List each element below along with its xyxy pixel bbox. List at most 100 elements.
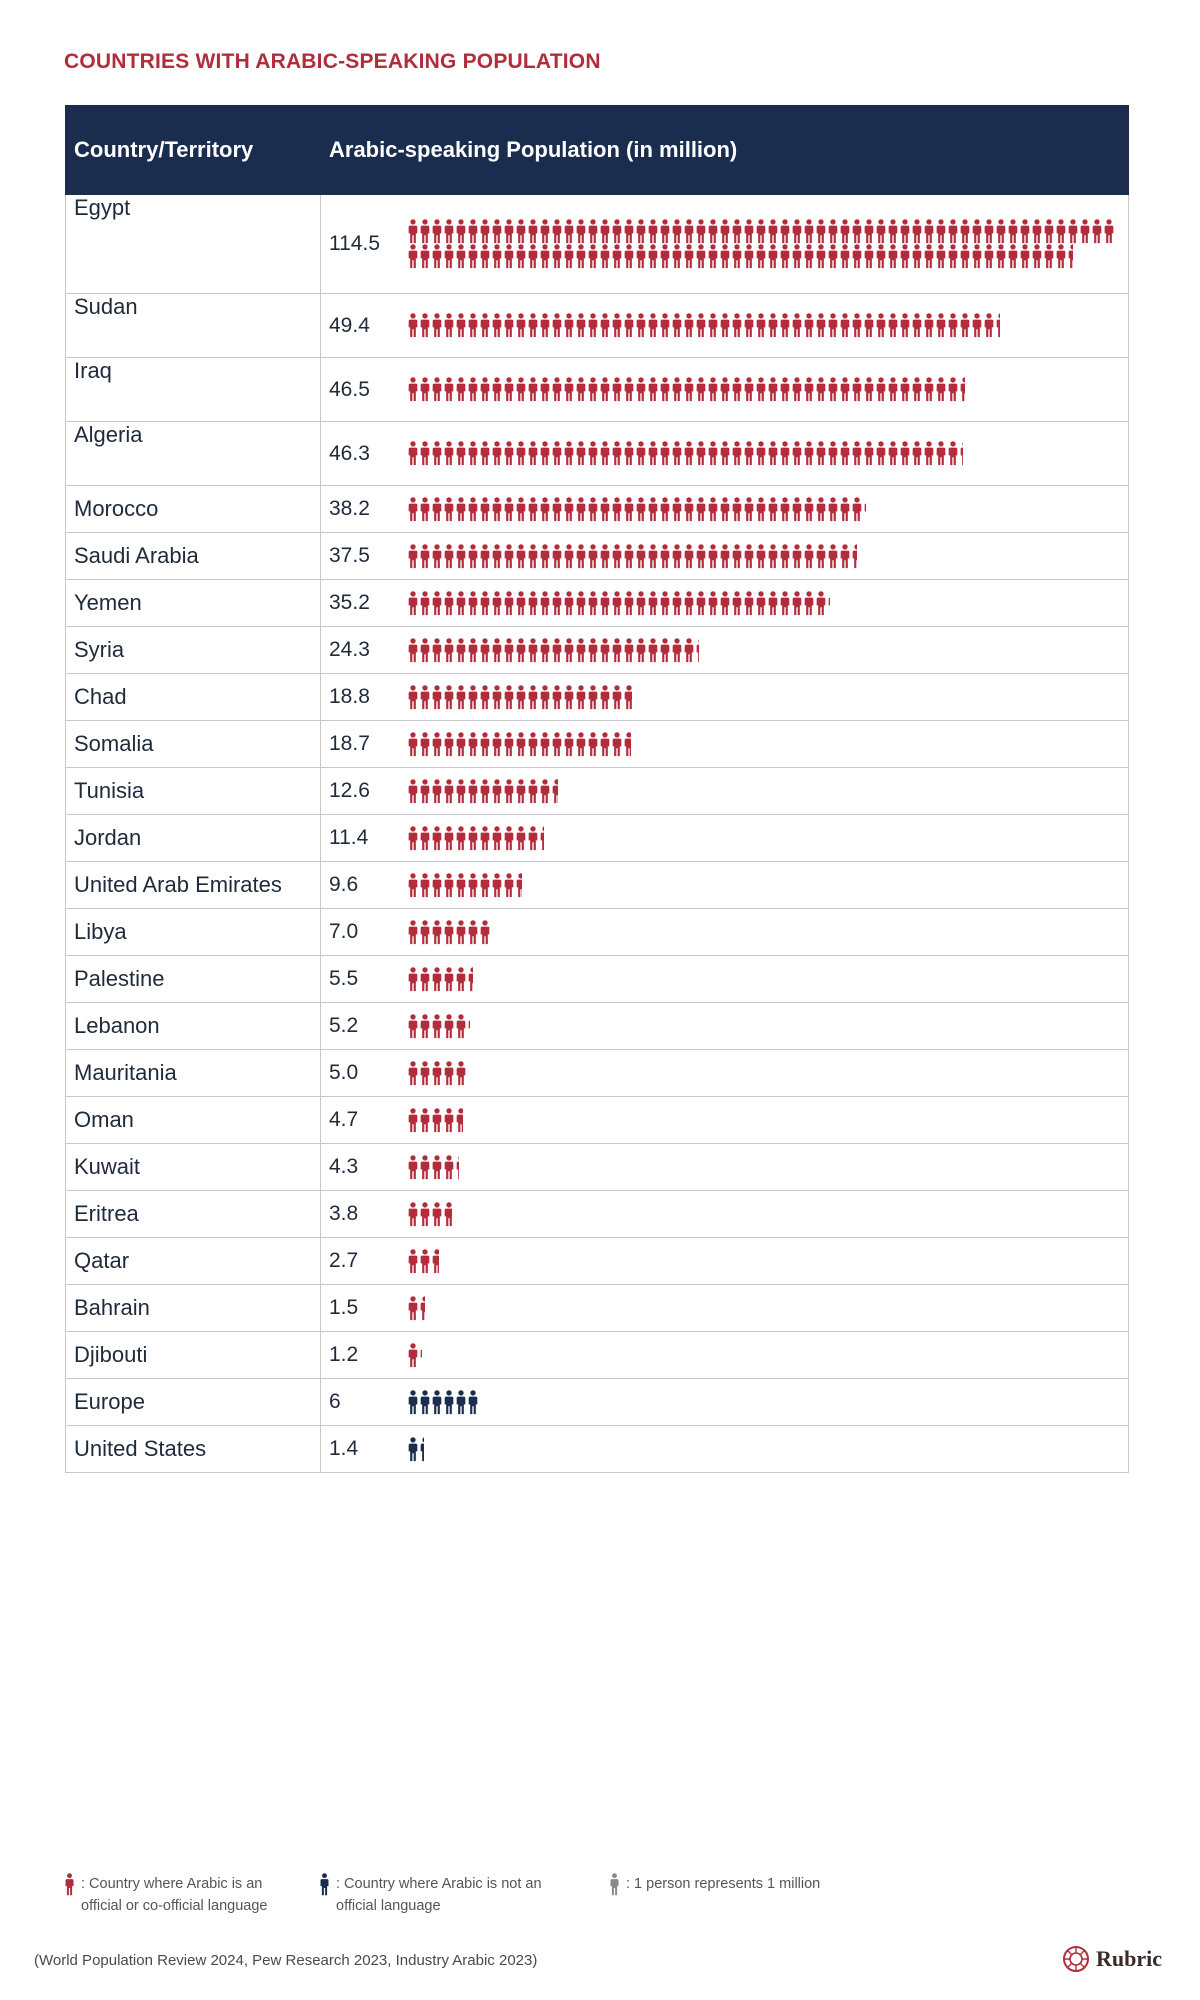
- person-icon-row: [407, 219, 1120, 269]
- person-icon: [408, 637, 418, 662]
- person-icon: [996, 244, 1006, 269]
- person-icon: [516, 496, 526, 521]
- person-icon-row: [407, 825, 1120, 851]
- person-icon-row: [407, 1060, 1120, 1086]
- column-header-country: Country/Territory: [65, 105, 321, 195]
- person-icon: [444, 377, 454, 402]
- person-icon-row: [407, 1201, 1120, 1227]
- person-icon-row: [407, 1248, 1120, 1274]
- person-icon: [852, 441, 862, 466]
- person-icon: [456, 731, 466, 756]
- population-cell: 5.0: [320, 1049, 1129, 1097]
- person-icon: [468, 441, 478, 466]
- person-icon-row: [407, 1342, 1120, 1368]
- person-icon: [672, 543, 682, 568]
- person-icon: [672, 244, 682, 269]
- person-icon: [972, 313, 982, 338]
- population-value: 5.2: [329, 1014, 359, 1037]
- person-icon: [408, 966, 418, 991]
- person-icon: [468, 684, 478, 709]
- person-icon: [900, 377, 910, 402]
- person-icon: [408, 590, 418, 615]
- person-icon: [828, 543, 838, 568]
- person-icon: [624, 637, 634, 662]
- person-icon-partial: [420, 1349, 423, 1357]
- person-icon: [792, 590, 802, 615]
- person-icon: [576, 377, 586, 402]
- person-icon: [720, 377, 730, 402]
- population-cell: 2.7: [320, 1237, 1129, 1285]
- person-icon: [528, 825, 538, 850]
- person-icon: [480, 219, 490, 244]
- person-icon: [420, 1013, 430, 1038]
- person-icon: [480, 919, 490, 944]
- person-icon: [444, 825, 454, 850]
- person-icon: [708, 313, 718, 338]
- table-header-row: Country/Territory Arabic-speaking Popula…: [65, 105, 1129, 195]
- person-icon: [1068, 219, 1078, 244]
- person-icon: [756, 441, 766, 466]
- person-icon: [708, 543, 718, 568]
- person-icon: [420, 919, 430, 944]
- person-icon: [432, 919, 442, 944]
- person-icon: [612, 637, 622, 662]
- person-icon: [936, 313, 946, 338]
- person-icon: [432, 1107, 442, 1132]
- table-row: Tunisia 12.6: [65, 767, 1129, 815]
- person-icon: [468, 731, 478, 756]
- person-icon: [408, 1013, 418, 1038]
- person-icon-row: [407, 1107, 1120, 1133]
- person-icon: [588, 496, 598, 521]
- person-icon: [588, 543, 598, 568]
- person-icon: [1080, 219, 1090, 244]
- person-icon: [648, 496, 658, 521]
- brand: Rubric: [1062, 1945, 1162, 1973]
- person-icon: [492, 731, 502, 756]
- person-icon: [588, 731, 598, 756]
- person-icon: [900, 219, 910, 244]
- person-icon: [456, 966, 466, 991]
- country-name: Yemen: [65, 579, 321, 627]
- person-icon-row: [407, 731, 1120, 757]
- person-icon-partial: [420, 1436, 425, 1461]
- population-value: 1.2: [329, 1343, 359, 1366]
- person-icon: [804, 244, 814, 269]
- legend-text-not-official: : Country where Arabic is not an officia…: [336, 1876, 542, 1914]
- person-icon: [852, 496, 862, 521]
- person-icon-row: [407, 543, 1120, 569]
- population-cell: 4.3: [320, 1143, 1129, 1191]
- person-icon: [876, 441, 886, 466]
- person-icon: [528, 313, 538, 338]
- person-icon: [432, 966, 442, 991]
- person-icon-partial: [624, 731, 631, 756]
- table-row: Algeria 46.3: [65, 421, 1129, 486]
- population-cell: 18.7: [320, 720, 1129, 768]
- person-icon: [444, 1389, 454, 1414]
- person-icon: [924, 377, 934, 402]
- person-icon: [480, 590, 490, 615]
- person-icon: [744, 244, 754, 269]
- person-icon: [912, 441, 922, 466]
- population-value: 3.8: [329, 1202, 359, 1225]
- person-icon: [456, 441, 466, 466]
- person-icon: [468, 872, 478, 897]
- person-icon: [648, 219, 658, 244]
- person-icon: [576, 219, 586, 244]
- person-icon: [552, 441, 562, 466]
- person-icon: [840, 543, 850, 568]
- person-icon: [408, 244, 418, 269]
- country-name: United States: [65, 1425, 321, 1473]
- person-icon: [1044, 244, 1054, 269]
- person-icon: [432, 590, 442, 615]
- person-icon: [432, 731, 442, 756]
- person-icon: [588, 219, 598, 244]
- table-row: Morocco 38.2: [65, 485, 1129, 533]
- person-icon: [492, 684, 502, 709]
- person-icon: [648, 590, 658, 615]
- person-icon: [492, 244, 502, 269]
- person-icon: [684, 637, 694, 662]
- person-icon: [636, 244, 646, 269]
- person-icon-row: [407, 377, 1120, 402]
- person-icon-partial: [828, 597, 831, 605]
- person-icon: [732, 244, 742, 269]
